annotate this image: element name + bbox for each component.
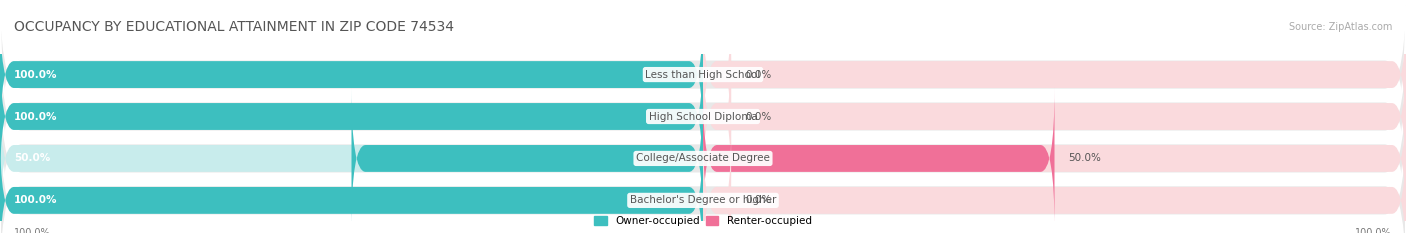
FancyBboxPatch shape — [703, 130, 1406, 233]
Text: 100.0%: 100.0% — [14, 70, 58, 79]
Text: 0.0%: 0.0% — [745, 195, 772, 205]
FancyBboxPatch shape — [0, 4, 703, 145]
Text: College/Associate Degree: College/Associate Degree — [636, 154, 770, 163]
Text: 0.0%: 0.0% — [745, 70, 772, 79]
FancyBboxPatch shape — [703, 46, 731, 187]
FancyBboxPatch shape — [0, 90, 1406, 233]
FancyBboxPatch shape — [703, 4, 731, 145]
Legend: Owner-occupied, Renter-occupied: Owner-occupied, Renter-occupied — [595, 216, 811, 226]
Text: 100.0%: 100.0% — [14, 195, 58, 205]
FancyBboxPatch shape — [703, 4, 1406, 145]
Text: High School Diploma: High School Diploma — [648, 112, 758, 121]
FancyBboxPatch shape — [703, 130, 731, 233]
Text: 100.0%: 100.0% — [1355, 228, 1392, 233]
FancyBboxPatch shape — [703, 88, 1054, 229]
FancyBboxPatch shape — [0, 130, 703, 233]
FancyBboxPatch shape — [0, 0, 1406, 185]
FancyBboxPatch shape — [0, 48, 1406, 233]
Text: Source: ZipAtlas.com: Source: ZipAtlas.com — [1288, 22, 1392, 32]
Text: Bachelor's Degree or higher: Bachelor's Degree or higher — [630, 195, 776, 205]
Text: 50.0%: 50.0% — [14, 154, 51, 163]
FancyBboxPatch shape — [703, 88, 1406, 229]
FancyBboxPatch shape — [0, 46, 703, 187]
FancyBboxPatch shape — [0, 130, 703, 233]
Text: 50.0%: 50.0% — [1069, 154, 1101, 163]
FancyBboxPatch shape — [703, 46, 1406, 187]
Text: OCCUPANCY BY EDUCATIONAL ATTAINMENT IN ZIP CODE 74534: OCCUPANCY BY EDUCATIONAL ATTAINMENT IN Z… — [14, 20, 454, 34]
FancyBboxPatch shape — [352, 88, 703, 229]
FancyBboxPatch shape — [0, 4, 703, 145]
Text: 0.0%: 0.0% — [745, 112, 772, 121]
FancyBboxPatch shape — [0, 46, 703, 187]
FancyBboxPatch shape — [0, 88, 703, 229]
Text: 100.0%: 100.0% — [14, 228, 51, 233]
FancyBboxPatch shape — [0, 6, 1406, 227]
Text: 100.0%: 100.0% — [14, 112, 58, 121]
Text: Less than High School: Less than High School — [645, 70, 761, 79]
